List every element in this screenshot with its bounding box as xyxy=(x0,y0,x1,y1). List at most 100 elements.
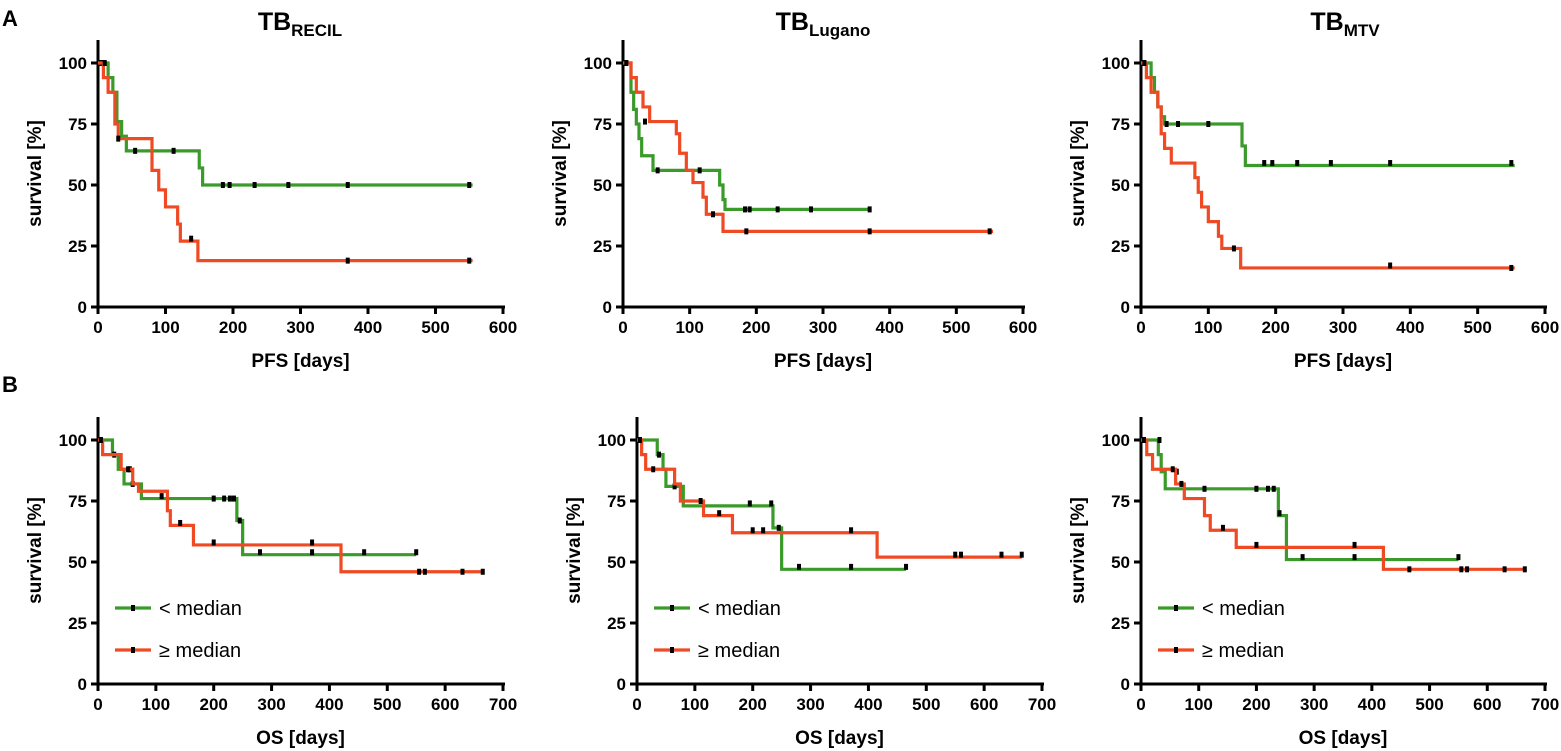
y-tick-label: 0 xyxy=(1121,675,1130,694)
x-tick-label: 0 xyxy=(1136,318,1145,337)
censor-mark xyxy=(747,206,752,213)
censor-mark xyxy=(220,182,225,188)
censor-mark xyxy=(1295,160,1300,167)
censor-mark xyxy=(1522,566,1527,573)
chart-os-recil: 0 25 50 75 100 0 100 200 300 400 500 600 700 OS [days… xyxy=(25,417,517,749)
censor-mark xyxy=(761,527,766,534)
y-tick-label: 75 xyxy=(593,115,612,134)
censor-mark xyxy=(1142,60,1147,66)
censor-mark xyxy=(624,60,629,66)
x-tick-label: 600 xyxy=(489,318,517,337)
censor-mark xyxy=(102,60,107,66)
y-tick-label: 0 xyxy=(603,298,612,317)
censor-mark xyxy=(1176,121,1181,127)
chart-pfs-mtv: 0 25 50 75 100 0 100 200 300 400 500 600 PFS [days] s… xyxy=(1068,40,1559,372)
censor-mark xyxy=(252,182,257,188)
legend-censor-mark xyxy=(670,647,674,653)
x-axis-label: OS [days] xyxy=(256,728,345,749)
y-tick-label: 0 xyxy=(617,675,626,694)
y-tick-label: 50 xyxy=(68,553,87,572)
censor-mark xyxy=(460,568,465,575)
column-title-mtv-sub: MTV xyxy=(1344,21,1381,40)
legend-censor-mark xyxy=(1174,605,1178,611)
km-curve-above-median xyxy=(1141,438,1525,571)
x-tick-label: 700 xyxy=(1531,695,1559,714)
x-tick-label: 300 xyxy=(809,318,837,337)
km-curve-below-median xyxy=(1141,438,1459,562)
censor-mark xyxy=(750,527,755,534)
censor-mark xyxy=(717,510,722,517)
censor-mark xyxy=(643,118,647,125)
panel-label-b: B xyxy=(2,372,18,397)
censor-mark xyxy=(126,466,131,473)
km-curve-above-median xyxy=(1141,61,1515,270)
censor-mark xyxy=(414,549,419,556)
censor-mark xyxy=(953,551,958,558)
censor-mark xyxy=(743,206,747,213)
x-tick-label: 300 xyxy=(1300,695,1328,714)
y-tick-label: 100 xyxy=(59,54,87,73)
km-curve-above-median xyxy=(98,438,483,574)
censor-mark xyxy=(1170,466,1175,473)
x-tick-label: 300 xyxy=(286,318,314,337)
censor-mark xyxy=(698,498,703,504)
km-curve-below-median xyxy=(98,61,473,187)
censor-mark xyxy=(1271,485,1276,492)
censor-mark xyxy=(1141,437,1146,443)
y-tick-label: 25 xyxy=(593,237,612,256)
legend-censor-mark xyxy=(670,605,674,611)
x-tick-label: 400 xyxy=(354,318,382,337)
x-tick-label: 0 xyxy=(93,318,102,337)
censor-mark xyxy=(776,524,781,531)
x-axis-label: PFS [days] xyxy=(774,351,872,372)
censor-mark xyxy=(362,549,367,556)
column-title-recil-sub: RECIL xyxy=(291,21,342,40)
km-curve-above-median xyxy=(623,61,993,233)
x-tick-label: 400 xyxy=(854,695,882,714)
x-tick-label: 200 xyxy=(739,695,767,714)
x-tick-label: 500 xyxy=(373,695,401,714)
column-title-lugano-base: TB xyxy=(776,8,809,36)
y-tick-label: 50 xyxy=(593,176,612,195)
censor-mark xyxy=(1388,262,1393,269)
censor-mark xyxy=(775,206,780,213)
censor-mark xyxy=(116,135,121,142)
x-tick-label: 200 xyxy=(1261,318,1289,337)
censor-mark xyxy=(345,182,350,188)
y-tick-label: 75 xyxy=(1111,115,1130,134)
x-tick-label: 200 xyxy=(1242,695,1270,714)
column-title-mtv-base: TB xyxy=(1310,8,1343,36)
x-tick-label: 0 xyxy=(93,695,102,714)
y-tick-label: 50 xyxy=(1111,553,1130,572)
x-tick-label: 100 xyxy=(142,695,170,714)
censor-mark xyxy=(98,437,103,443)
censor-mark xyxy=(987,228,992,235)
censor-mark xyxy=(1277,510,1282,517)
censor-mark xyxy=(467,182,472,188)
censor-mark xyxy=(467,257,472,264)
x-tick-label: 0 xyxy=(1136,695,1145,714)
y-axis-label: survival [%] xyxy=(25,497,46,604)
censor-mark xyxy=(651,466,656,473)
censor-mark xyxy=(422,568,427,575)
chart-pfs-lugano: 0 25 50 75 100 0 100 200 300 400 500 600 PFS [days] s… xyxy=(550,40,1037,372)
x-tick-label: 500 xyxy=(421,318,449,337)
censor-mark xyxy=(867,228,872,235)
censor-mark xyxy=(1206,121,1211,127)
y-tick-label: 50 xyxy=(1111,176,1130,195)
censor-mark xyxy=(286,182,291,188)
legend-label: < median xyxy=(1202,598,1285,620)
censor-mark xyxy=(904,563,909,570)
column-title-lugano: TBLugano xyxy=(776,8,871,40)
censor-mark xyxy=(1509,160,1514,167)
censor-mark xyxy=(711,211,715,218)
x-tick-label: 600 xyxy=(1009,318,1037,337)
censor-mark xyxy=(849,563,854,570)
censor-mark xyxy=(999,551,1004,558)
censor-mark xyxy=(697,167,702,174)
x-tick-label: 100 xyxy=(1185,695,1213,714)
x-tick-label: 500 xyxy=(912,695,940,714)
censor-mark xyxy=(345,257,350,264)
censor-mark xyxy=(480,568,485,575)
